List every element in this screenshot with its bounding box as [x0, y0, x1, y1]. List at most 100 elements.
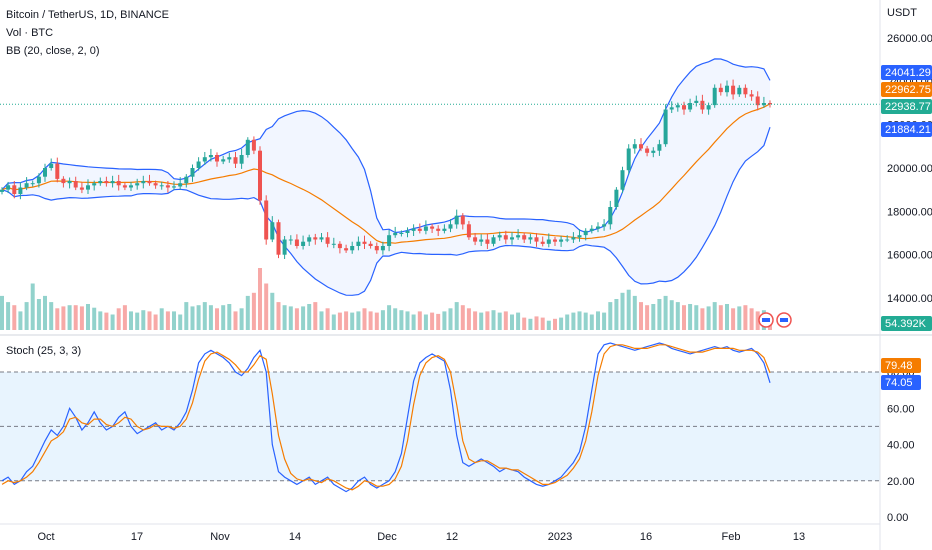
candle-body	[632, 144, 637, 149]
candle-body	[510, 237, 514, 240]
candle-body	[768, 103, 772, 105]
volume-bar	[73, 305, 78, 330]
symbol-legend[interactable]: Bitcoin / TetherUS, 1D, BINANCE	[6, 8, 169, 22]
stoch-legend[interactable]: Stoch (25, 3, 3)	[6, 344, 81, 358]
candle-body	[755, 96, 760, 106]
volume-bar	[116, 308, 121, 330]
volume-bar	[743, 305, 748, 330]
volume-legend[interactable]: Vol · BTC	[6, 26, 53, 40]
price-badge-label: 24041.29	[885, 67, 931, 79]
time-tick-label: 16	[640, 531, 652, 543]
candle-body	[196, 161, 201, 168]
stoch-pane[interactable]	[0, 342, 880, 493]
volume-bar	[436, 313, 441, 330]
volume-bar	[251, 292, 256, 330]
volume-bar	[755, 311, 760, 330]
volume-bar	[282, 305, 287, 330]
volume-bar	[516, 312, 521, 330]
candle-body	[24, 183, 29, 188]
volume-bar	[534, 316, 539, 330]
volume-bar	[18, 311, 23, 330]
candle-body	[731, 85, 736, 95]
stoch-tick-label: 20.00	[887, 476, 915, 488]
candle-body	[497, 235, 502, 238]
candle-body	[626, 148, 631, 171]
volume-bar	[577, 311, 582, 330]
candle-body	[589, 228, 594, 231]
candle-body	[270, 222, 275, 240]
stoch-tick-label: 0.00	[887, 512, 908, 524]
stoch-badge	[881, 358, 921, 373]
candle-body	[448, 224, 453, 229]
volume-bar	[196, 305, 201, 330]
price-pane[interactable]	[0, 58, 932, 336]
volume-bar	[430, 312, 435, 330]
bb-legend[interactable]: BB (20, close, 2, 0)	[6, 44, 100, 58]
candle-body	[350, 246, 355, 251]
volume-bar	[313, 302, 318, 330]
candle-body	[79, 187, 84, 190]
candle-body	[0, 189, 4, 192]
volume-bar	[208, 305, 213, 330]
candle-body	[172, 186, 176, 188]
time-axis[interactable]: Oct 17 Nov 14 Dec 12 2023 16 Feb 13	[0, 523, 880, 543]
candle-body	[233, 157, 238, 164]
volume-bar	[639, 302, 643, 330]
volume-bar	[632, 295, 637, 330]
volume-bar	[596, 311, 600, 330]
volume-bar	[258, 268, 262, 330]
candle-body	[67, 181, 72, 184]
volume-bar	[608, 302, 613, 330]
candle-body	[288, 239, 293, 241]
candle-body	[411, 228, 416, 231]
candle-body	[61, 178, 66, 184]
volume-bar	[147, 311, 152, 330]
candle-body	[485, 239, 490, 244]
volume-bar	[172, 311, 176, 330]
candle-body	[12, 185, 17, 194]
candle-body	[307, 237, 312, 242]
volume-bar	[657, 299, 662, 330]
volume-bar	[104, 312, 109, 330]
candle-body	[663, 109, 668, 145]
price-axis[interactable]: USDT 26000.0024000.0022000.0020000.00180…	[879, 0, 932, 550]
volume-bar	[79, 306, 84, 330]
volume-bar	[153, 314, 158, 330]
candle-body	[116, 181, 121, 186]
volume-bar	[614, 299, 619, 330]
candle-body	[49, 163, 54, 168]
time-tick-label: 17	[131, 531, 143, 543]
candle-body	[657, 144, 662, 151]
volume-bar	[374, 312, 379, 330]
candle-body	[344, 248, 349, 251]
volume-bar	[528, 318, 533, 330]
candle-body	[423, 226, 428, 231]
price-badge-label: 54.392K	[885, 318, 927, 330]
volume-bar	[540, 317, 545, 330]
volume-bar	[221, 305, 226, 330]
candle-body	[534, 237, 539, 242]
price-tick-label: 20000.00	[887, 163, 932, 175]
price-tick-label: 14000.00	[887, 293, 932, 305]
price-badge-label: 22962.75	[885, 84, 931, 96]
volume-bar	[190, 306, 195, 330]
candle-body	[147, 181, 152, 184]
flag-stripe-icon	[780, 318, 788, 322]
candle-body	[749, 94, 754, 97]
price-badge-label: 21884.21	[885, 124, 931, 136]
volume-bar	[553, 318, 557, 330]
candle-body	[645, 148, 650, 153]
volume-bar	[325, 308, 330, 330]
volume-bar	[362, 308, 367, 330]
volume-bar	[110, 314, 115, 330]
candle-body	[227, 157, 232, 160]
candle-body	[737, 87, 742, 95]
volume-bar	[712, 302, 717, 330]
volume-title: Vol · BTC	[6, 27, 54, 39]
time-tick-label: 2023	[548, 531, 572, 543]
candle-body	[73, 181, 78, 188]
volume-bar	[165, 311, 170, 330]
candle-body	[700, 100, 705, 110]
